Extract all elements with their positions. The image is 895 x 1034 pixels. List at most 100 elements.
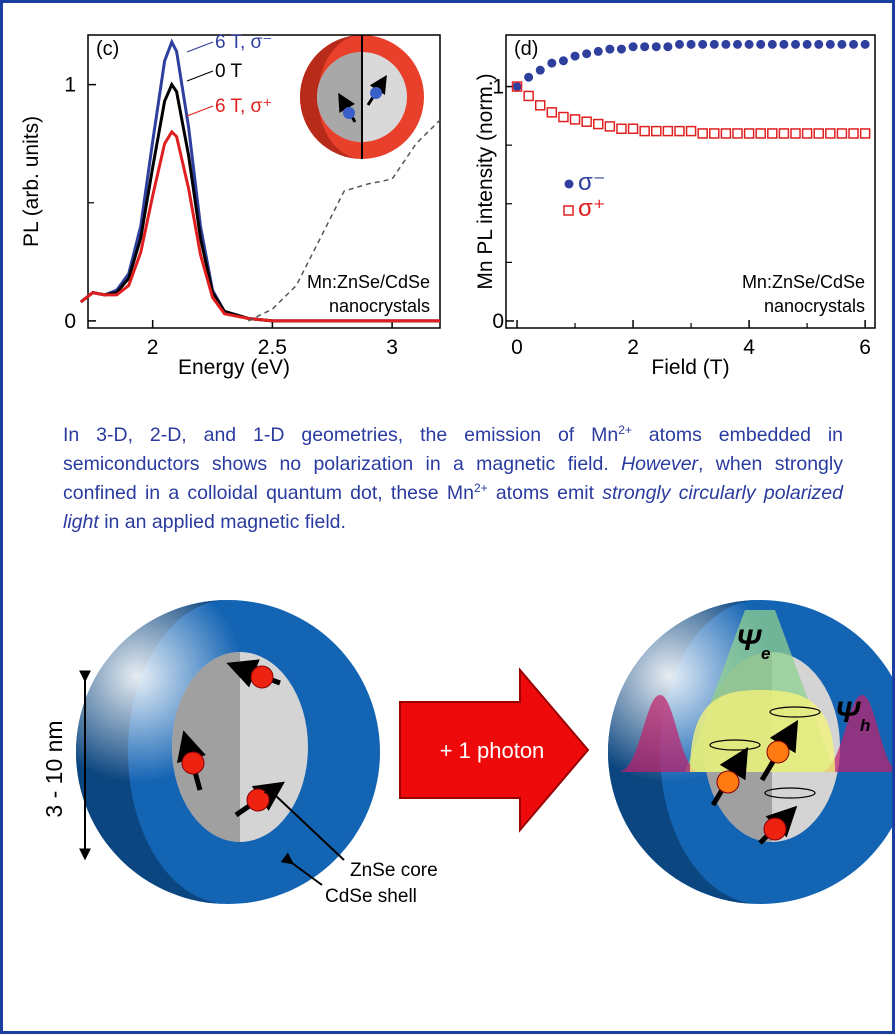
- point: [825, 39, 835, 49]
- point: [697, 128, 708, 139]
- point: [581, 116, 592, 127]
- point: [825, 128, 836, 139]
- point: [743, 128, 755, 139]
- point: [721, 39, 731, 49]
- chart: 2 2.5 3 0 1 Energy (eV) PL (arb. units) (c) Mn:Z…: [20, 32, 441, 379]
- point: [662, 125, 674, 137]
- point: [593, 46, 603, 56]
- arrow-label: + 1 photon: [440, 738, 545, 763]
- annotation: Mn:ZnSe/CdSe: [742, 272, 865, 292]
- y-axis-title: Mn PL intensity (norm.): [474, 73, 497, 289]
- x-tick-label: 3: [386, 336, 398, 359]
- point: [848, 128, 859, 139]
- text-run: in an applied magnetic field.: [98, 511, 346, 533]
- legend-marker: [563, 205, 574, 216]
- point: [651, 42, 661, 52]
- photon-arrow: [399, 667, 590, 833]
- point: [755, 128, 766, 139]
- y-tick-label: 1: [64, 74, 76, 97]
- point: [547, 58, 557, 68]
- point: [814, 39, 824, 49]
- x-tick-label: 2: [627, 336, 639, 359]
- annotation: nanocrystals: [764, 296, 865, 316]
- legend-label: 6 T, σ⁻: [215, 32, 272, 53]
- point: [720, 128, 732, 139]
- text-run: , when strongly confined in a colloidal …: [63, 453, 843, 504]
- plot-frame: [87, 34, 441, 329]
- shell-label: CdSe shell: [325, 886, 417, 907]
- point: [790, 128, 801, 139]
- wavefunction-symbol: Ψ: [736, 624, 762, 657]
- legend-label: 6 T, σ⁺: [215, 96, 272, 117]
- text-run: 2+: [618, 423, 632, 437]
- point: [582, 49, 592, 59]
- point: [511, 81, 523, 92]
- size-label: 3 - 10 nm: [41, 720, 67, 817]
- point: [674, 125, 685, 137]
- point: [709, 39, 719, 49]
- inset-nanocrystal: [300, 35, 424, 159]
- x-axis-title: Field (T): [651, 356, 729, 379]
- point: [860, 39, 870, 49]
- point: [685, 125, 697, 137]
- x-tick-label: 2: [147, 336, 159, 359]
- point: [627, 123, 639, 135]
- point: [732, 128, 743, 139]
- point: [837, 39, 847, 49]
- legend-leader: [186, 70, 214, 82]
- panel-label: (c): [96, 38, 119, 60]
- point: [639, 125, 650, 137]
- text-run: strongly circularly polarized light: [63, 482, 843, 533]
- point: [605, 44, 615, 54]
- nanocrystal-left: [76, 600, 380, 904]
- figure: 2 2.5 3 0 1 Energy (eV) PL (arb. units) (c) Mn:Z…: [20, 32, 892, 907]
- point: [767, 39, 777, 49]
- legend-label: σ⁻: [578, 169, 605, 196]
- point: [546, 107, 558, 118]
- annotation: nanocrystals: [329, 296, 430, 316]
- description: In 3-D, 2-D, and 1-D geometries, the emi…: [63, 421, 843, 537]
- point: [651, 125, 662, 137]
- wavefunction-subscript: e: [761, 644, 770, 663]
- core-label: ZnSe core: [350, 860, 438, 881]
- chart: 0 2 4 6 0 1 Field (T) Mn PL intensity (norm.) (d…: [474, 34, 876, 379]
- panel-label: (d): [514, 38, 538, 60]
- y-tick-label: 1: [492, 76, 504, 99]
- point: [709, 128, 720, 139]
- legend-leader: [186, 41, 214, 53]
- point: [558, 56, 568, 66]
- y-axis-title: PL (arb. units): [20, 116, 43, 247]
- series-line: [79, 129, 440, 323]
- point: [616, 44, 626, 54]
- point: [859, 128, 871, 139]
- point: [534, 100, 546, 111]
- point: [640, 42, 650, 52]
- wavefunction-symbol: Ψ: [835, 696, 861, 729]
- x-tick-label: 4: [743, 336, 755, 359]
- point: [732, 39, 742, 49]
- point: [593, 118, 604, 130]
- text-run: In 3-D, 2-D, and 1-D geometries, the emi…: [63, 424, 619, 446]
- point: [569, 114, 581, 125]
- point: [767, 128, 778, 139]
- point: [813, 128, 824, 139]
- point: [756, 39, 766, 49]
- legend-marker: [564, 179, 574, 189]
- x-tick-label: 2.5: [258, 336, 287, 359]
- point: [674, 39, 684, 49]
- series-line: [248, 119, 441, 322]
- point: [779, 39, 789, 49]
- point: [663, 42, 673, 52]
- point: [802, 39, 812, 49]
- point: [778, 128, 790, 139]
- annotation: Mn:ZnSe/CdSe: [307, 272, 430, 292]
- point: [698, 39, 708, 49]
- point: [616, 123, 627, 135]
- point: [836, 128, 848, 139]
- point: [512, 82, 522, 92]
- point: [849, 39, 859, 49]
- point: [524, 72, 534, 82]
- point: [558, 111, 569, 123]
- y-tick-label: 0: [64, 310, 76, 333]
- text-run: 2+: [473, 481, 488, 495]
